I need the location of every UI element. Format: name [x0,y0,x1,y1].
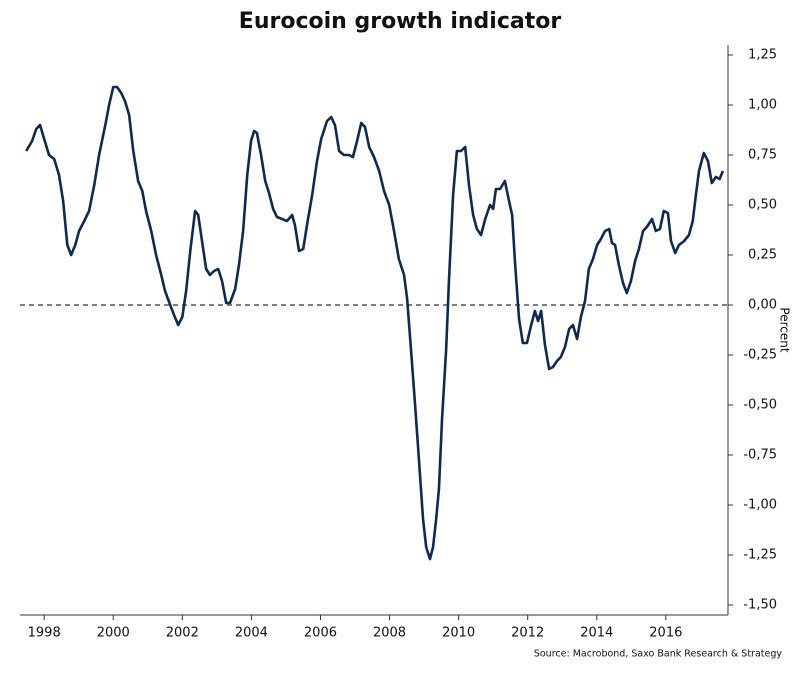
x-tick-label: 2010 [442,626,475,641]
y-axis-label: Percent [778,307,792,352]
source: Source: Macrobond, Saxo Bank Research & … [534,649,783,660]
x-tick-label: 2006 [304,626,337,641]
y-tick-label: -0,50 [743,398,777,413]
x-tick-label: 2014 [580,626,613,641]
x-tick-label: 1998 [28,626,61,641]
y-tick-label: -1,50 [743,598,777,613]
x-tick-label: 2004 [235,626,268,641]
x-tick-label: 2016 [649,626,682,641]
y-tick-label: 0,75 [748,148,777,163]
x-tick-label: 2008 [373,626,406,641]
x-tick-label: 2002 [166,626,199,641]
chart-title: Eurocoin growth indicator [239,9,562,34]
x-tick-label: 2012 [511,626,544,641]
x-tick-label: 2000 [97,626,130,641]
y-tick-label: -1,25 [743,548,777,563]
data-line [25,85,725,561]
y-tick-label: 0,50 [748,198,777,213]
y-tick-label: -0,75 [743,448,777,463]
y-tick-label: 0,25 [748,248,777,263]
y-tick-label: 1,00 [748,98,777,113]
y-tick-label: 0,00 [748,298,777,313]
y-tick-label: -1,00 [743,498,777,513]
y-tick-label: 1,25 [748,48,777,63]
y-tick-label: -0,25 [743,348,777,363]
